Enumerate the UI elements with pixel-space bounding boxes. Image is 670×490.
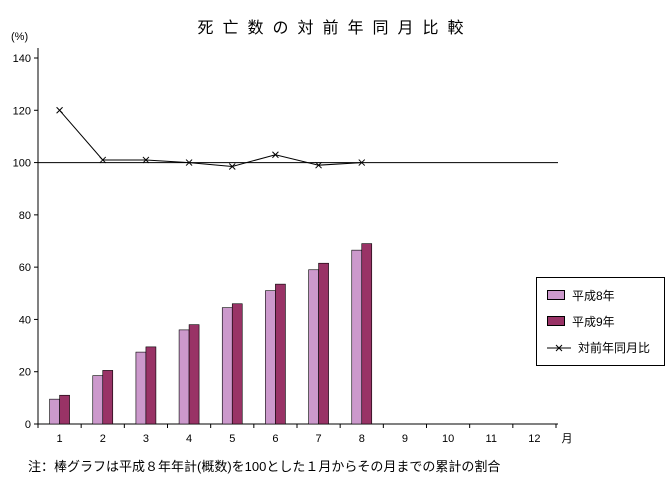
bar-heisei8 [135,351,147,425]
bar-heisei9 [145,346,157,425]
legend: 平成8年 平成9年 対前年同月比 [536,277,665,366]
x-tick-label: 12 [528,433,540,445]
y-tick-label: 60 [19,262,31,274]
x-marker-icon [99,156,107,164]
legend-item-heisei9: 平成9年 [547,313,664,330]
x-marker-icon [358,159,366,166]
legend-item-ratio: 対前年同月比 [547,339,664,356]
bar-heisei8 [221,307,233,425]
x-marker-icon [142,156,150,164]
bar-heisei9 [361,243,373,425]
x-tick-label: 8 [359,433,365,445]
x-marker-icon [185,159,193,166]
ratio-line [59,109,362,167]
bar-heisei8 [92,375,104,425]
x-marker-icon [272,151,279,159]
legend-label-ratio: 対前年同月比 [578,341,651,356]
x-tick-label: 9 [402,433,408,445]
bar-heisei8 [49,398,60,425]
x-tick-label: 2 [100,433,106,445]
chart-title: 死亡数の対前年同月比較 [197,20,473,37]
x-tick-label: 4 [186,433,192,445]
x-tick-label: 7 [316,433,322,445]
y-tick-label: 100 [13,158,31,170]
x-tick-label: 5 [229,433,235,445]
x-axis-unit-label: 月 [562,433,573,445]
y-tick-label: 140 [13,53,31,65]
heisei9-swatch-icon [547,316,565,327]
ratio-line-marker-icon [547,343,571,353]
y-tick-label: 0 [25,419,31,431]
x-tick-label: 10 [442,433,454,445]
y-tick-label: 20 [19,367,31,379]
bar-heisei9 [231,303,243,425]
legend-label-heisei9: 平成9年 [572,314,615,329]
y-axis-unit-label: (%) [11,31,29,43]
heisei8-swatch-icon [547,290,565,301]
y-tick-label: 80 [19,210,31,222]
x-tick-label: 11 [486,433,497,445]
bar-heisei8 [178,329,190,425]
y-tick-label: 40 [19,314,31,326]
x-marker-icon [228,163,236,170]
legend-label-heisei8: 平成8年 [572,288,615,303]
bar-heisei9 [318,262,329,425]
bar-heisei8 [265,290,276,425]
x-tick-label: 1 [57,433,63,445]
x-tick-label: 3 [143,433,149,445]
bar-heisei9 [275,283,286,425]
legend-item-heisei8: 平成8年 [547,287,664,304]
bar-heisei8 [308,269,319,425]
footnote: 注：棒グラフは平成８年年計(概数)を100とした１月からその月までの累計の割合 [28,459,501,474]
x-marker-icon [56,106,63,114]
bar-heisei9 [102,370,114,425]
bar-heisei9 [59,394,70,425]
x-marker-icon [315,161,322,169]
bar-heisei8 [351,249,363,425]
y-tick-label: 120 [13,105,31,117]
bar-heisei9 [188,324,200,425]
x-tick-label: 6 [272,433,278,445]
